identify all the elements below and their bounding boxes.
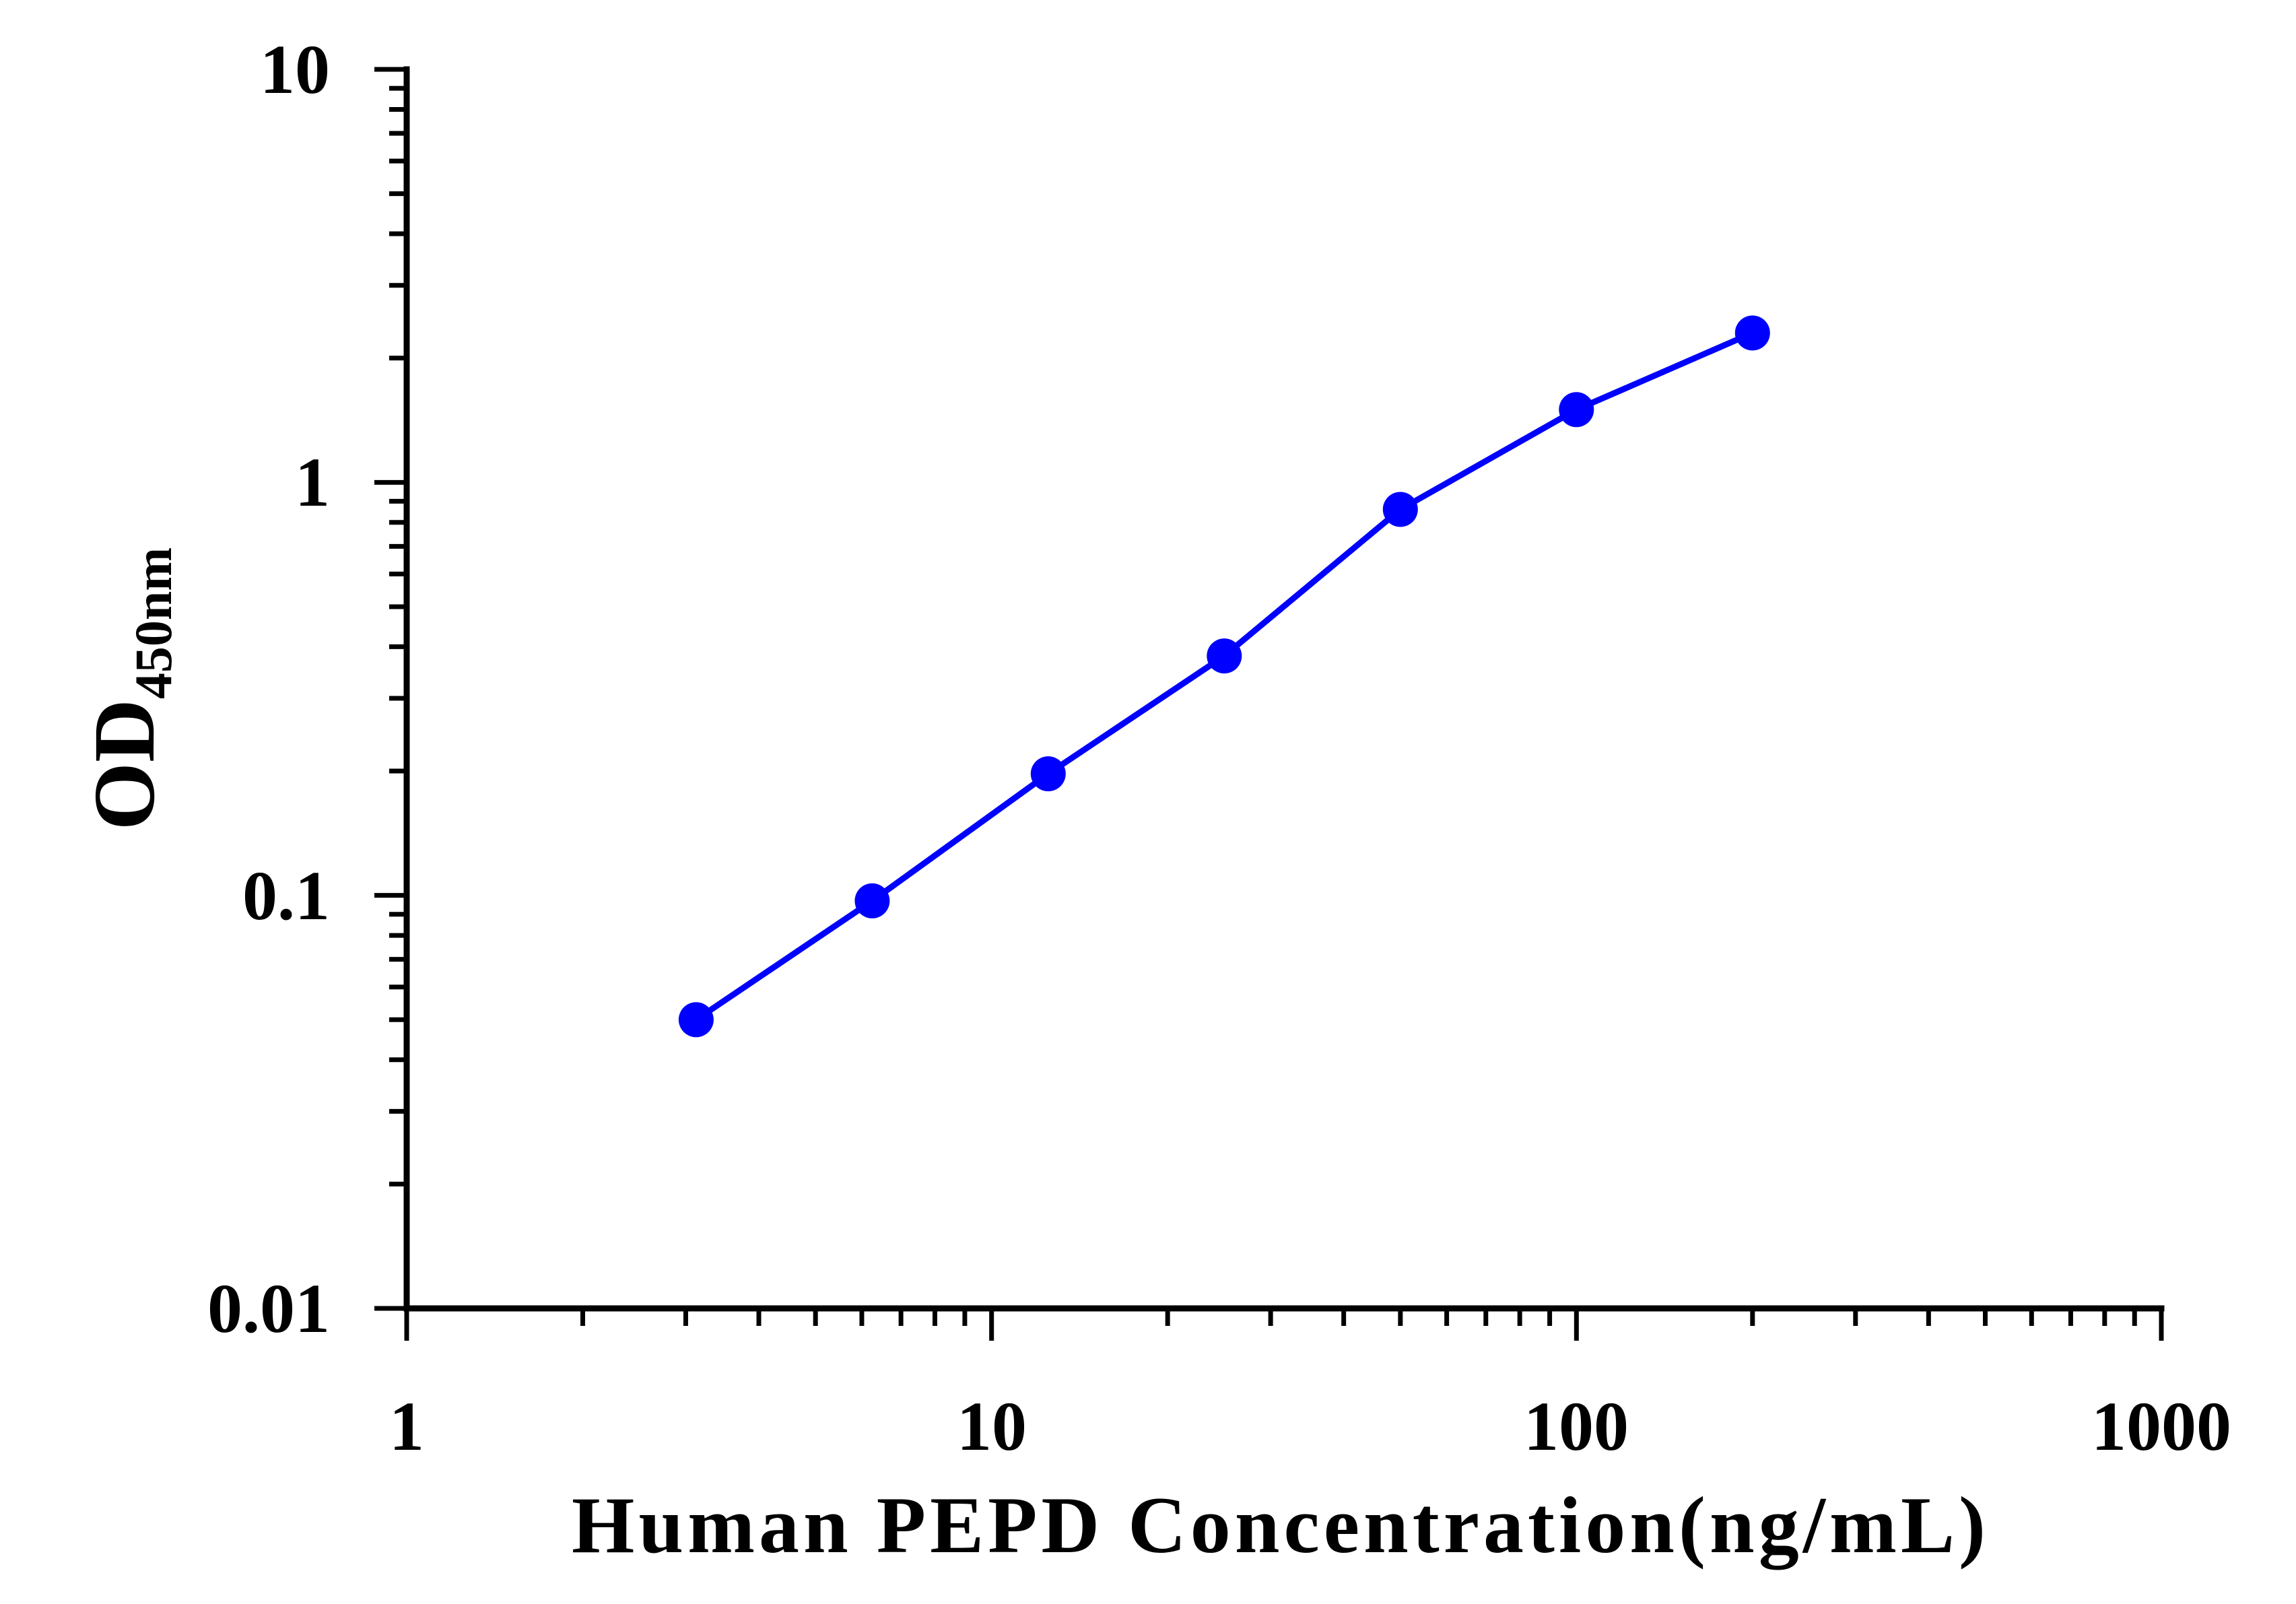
x-tick-label-100: 100 <box>1524 1388 1629 1465</box>
series-points <box>678 315 1770 1038</box>
major-ticks <box>374 67 2164 1341</box>
x-tick-label-10: 10 <box>957 1388 1027 1465</box>
data-point <box>1559 392 1594 428</box>
y-tick-label-10: 10 <box>260 31 330 108</box>
series-line <box>694 330 1754 1023</box>
y-axis-title-subscript: 450nm <box>124 547 182 699</box>
y-tick-label-1: 1 <box>295 444 330 521</box>
data-point <box>1734 315 1770 351</box>
y-tick-label-0.1: 0.1 <box>242 857 330 935</box>
minor-ticks <box>389 86 2137 1326</box>
x-axis-title: Human PEPD Concentration(ng/mL) <box>572 1480 1990 1570</box>
y-axis-title-main: OD <box>76 699 173 830</box>
data-point <box>1030 756 1066 792</box>
y-tick-label-0.01: 0.01 <box>207 1270 330 1347</box>
x-tick-label-1000: 1000 <box>2091 1388 2231 1465</box>
data-point <box>1382 492 1418 527</box>
y-axis-title: OD450nm <box>76 547 182 830</box>
data-point <box>1207 638 1242 674</box>
data-point <box>678 1002 714 1038</box>
x-tick-label-1: 1 <box>389 1388 424 1465</box>
data-point <box>854 883 890 918</box>
svg-text:OD450nm: OD450nm <box>76 547 182 830</box>
